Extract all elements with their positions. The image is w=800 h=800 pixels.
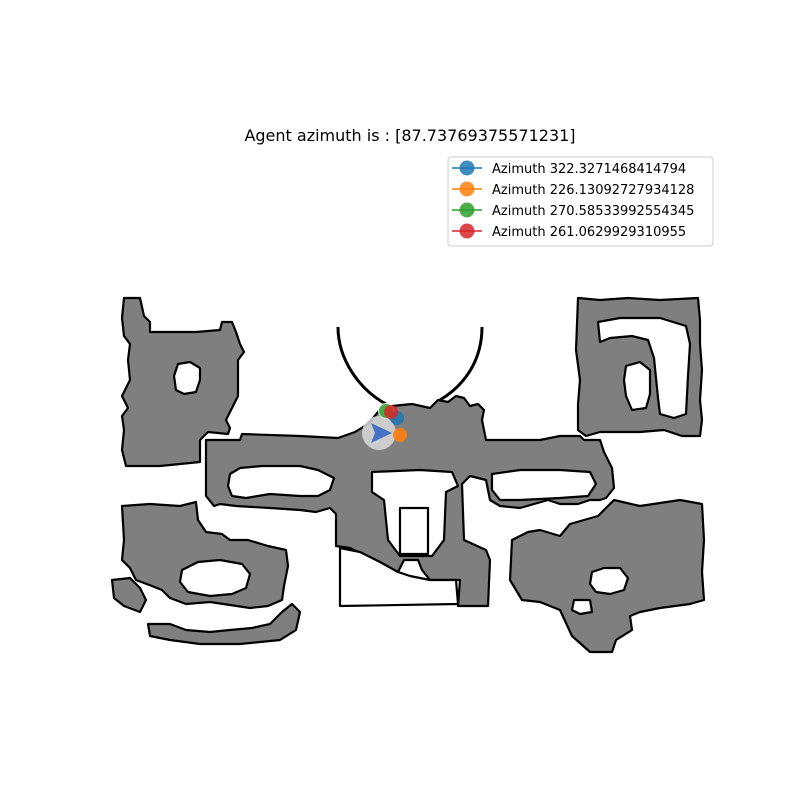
legend-marker — [459, 181, 475, 197]
agent-heading-arrow-icon — [371, 423, 392, 443]
legend-label: Azimuth 322.3271468414794 — [492, 162, 686, 177]
azimuth-marker-orange — [393, 428, 407, 442]
room-lower-right-hole-b — [570, 598, 594, 616]
occupancy-map — [110, 296, 706, 654]
central-hole-left — [226, 464, 336, 500]
figure-title: Agent azimuth is : [87.73769375571231] — [244, 126, 575, 145]
legend-marker — [459, 202, 475, 218]
legend-label: Azimuth 226.13092727934128 — [492, 183, 694, 198]
room-upper-right-hole-a — [596, 316, 692, 420]
central-door — [398, 506, 430, 556]
legend-entry: Azimuth 322.3271468414794 — [452, 160, 686, 177]
room-upper-right-hole-b — [622, 360, 652, 412]
agent-group — [362, 403, 407, 450]
room-upper-left-hole — [172, 360, 202, 396]
legend-label: Azimuth 261.0629929310955 — [492, 225, 686, 240]
room-lower-left-hole — [178, 558, 252, 598]
room-lower-right-hole — [588, 566, 630, 596]
legend-entry: Azimuth 261.0629929310955 — [452, 223, 686, 240]
legend-entry: Azimuth 226.13092727934128 — [452, 181, 694, 198]
legend-frame — [447, 156, 714, 247]
dome-arc — [336, 326, 484, 406]
legend-label: Azimuth 270.58533992554345 — [492, 204, 694, 219]
legend-marker — [459, 160, 475, 176]
central-south-gap — [338, 546, 460, 608]
room-bottom-left — [146, 602, 302, 646]
legend-entry: Azimuth 270.58533992554345 — [452, 202, 694, 219]
azimuth-marker-red — [384, 405, 398, 419]
central-hole-right — [490, 468, 598, 502]
legend-marker — [459, 223, 475, 239]
room-lower-left-2 — [110, 576, 148, 614]
legend: Azimuth 322.3271468414794 Azimuth 226.13… — [447, 156, 714, 247]
